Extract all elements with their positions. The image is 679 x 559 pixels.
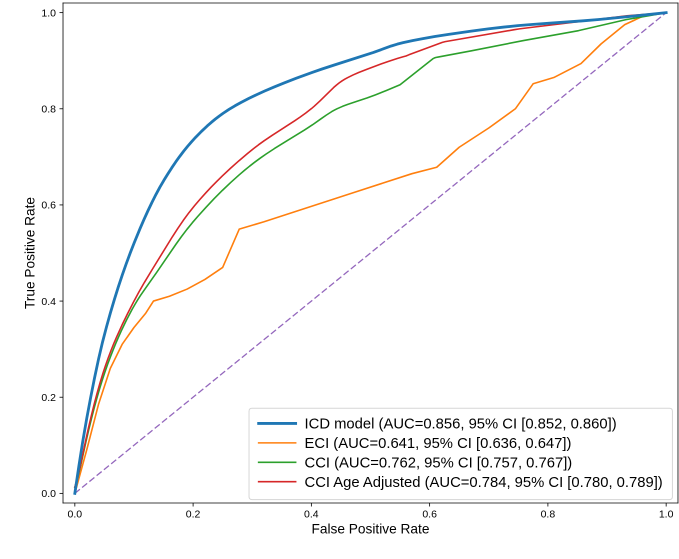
svg-text:ICD model (AUC=0.856, 95% CI [: ICD model (AUC=0.856, 95% CI [0.852, 0.8…	[305, 417, 617, 433]
svg-text:0.4: 0.4	[41, 296, 56, 308]
svg-text:False Positive Rate: False Positive Rate	[312, 522, 430, 537]
svg-text:True Positive Rate: True Positive Rate	[23, 197, 38, 309]
svg-text:0.6: 0.6	[41, 200, 56, 212]
svg-text:0.2: 0.2	[186, 509, 201, 521]
svg-text:0.8: 0.8	[541, 509, 556, 521]
svg-text:1.0: 1.0	[41, 7, 56, 19]
svg-text:1.0: 1.0	[659, 509, 674, 521]
svg-text:CCI Age Adjusted (AUC=0.784, 9: CCI Age Adjusted (AUC=0.784, 95% CI [0.7…	[305, 475, 663, 491]
svg-text:0.8: 0.8	[41, 104, 56, 116]
svg-text:CCI (AUC=0.762, 95% CI [0.757,: CCI (AUC=0.762, 95% CI [0.757, 0.767])	[305, 455, 573, 471]
svg-text:0.2: 0.2	[41, 392, 56, 404]
svg-text:0.0: 0.0	[41, 488, 56, 500]
svg-text:ECI (AUC=0.641, 95% CI [0.636,: ECI (AUC=0.641, 95% CI [0.636, 0.647])	[305, 436, 572, 452]
svg-text:0.4: 0.4	[304, 509, 319, 521]
svg-text:0.0: 0.0	[68, 509, 83, 521]
svg-text:0.6: 0.6	[422, 509, 437, 521]
